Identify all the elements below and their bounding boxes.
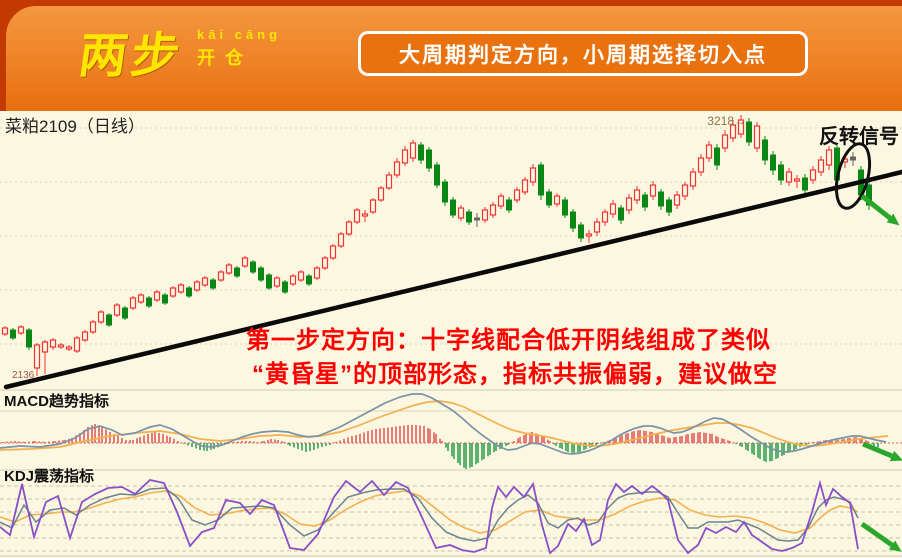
- kdj-panel-label: KDJ震荡指标: [4, 468, 95, 485]
- logo-text: 两步: [75, 30, 187, 83]
- macd-panel-label: MACD趋势指标: [4, 393, 109, 410]
- peak-price-label: 3218→: [707, 114, 746, 128]
- logo-subtitle: 开仓: [197, 48, 253, 68]
- kdj-d-line: [0, 490, 859, 534]
- slogan-text: 大周期判定方向，小周期选择切入点: [399, 43, 767, 67]
- macd-histogram: [2, 424, 879, 469]
- slogan-banner: 大周期判定方向，小周期选择切入点: [358, 31, 808, 76]
- down-arrow-icon: [862, 441, 902, 462]
- trend-line: [3, 169, 902, 390]
- kdj-j-line: [0, 479, 859, 555]
- macd-dif-line: [0, 393, 887, 455]
- annotation-line-1: 第一步定方向：十字线配合低开阴线组成了类似: [246, 327, 771, 354]
- reversal-signal-label: 反转信号: [819, 126, 899, 148]
- annotation-line-2: “黄昏星”的顶部形态，指标共振偏弱，建议做空: [252, 361, 778, 388]
- chart-title: 菜粕2109（日线）: [5, 117, 145, 136]
- logo-pinyin: kāi cāng: [197, 27, 282, 42]
- down-arrow-icon: [860, 521, 902, 552]
- low-price-label: 2136: [12, 370, 35, 381]
- header-bar: 两步 kāi cāng 开仓 大周期判定方向，小周期选择切入点: [0, 0, 902, 111]
- down-arrow-icon: [860, 194, 900, 226]
- reversal-circle-annotation: [834, 142, 872, 210]
